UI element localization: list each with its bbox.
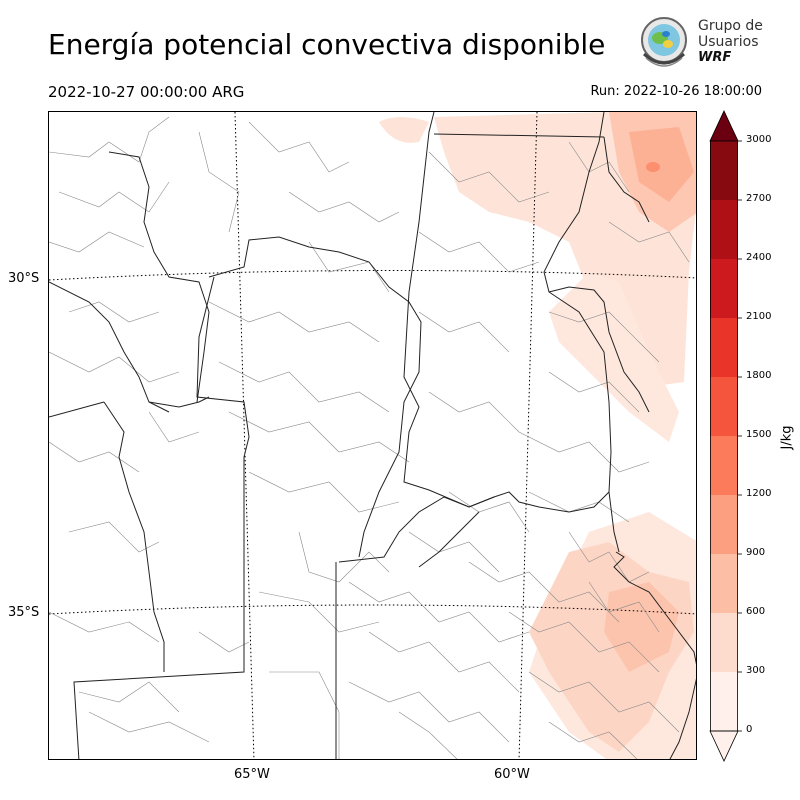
lat-label-35s: 35°S: [8, 605, 40, 620]
colorbar-band: [710, 436, 738, 495]
boundary-segment: [608, 491, 620, 553]
lon-label-60w: 60°W: [494, 767, 530, 782]
map-area: [48, 111, 697, 760]
logo-line-3: WRF: [698, 50, 732, 65]
colorbar-tick-label: 900: [746, 547, 766, 558]
boundary-segment: [49, 401, 105, 418]
colorbar-tick-label: 2700: [746, 193, 772, 204]
colorbar-extend-max: [709, 110, 739, 142]
globe-seal-icon: [641, 17, 687, 67]
colorbar-band: [710, 613, 738, 672]
colorbar-band: [710, 377, 738, 436]
boundary-entre-rios: [548, 286, 650, 413]
logo-line-2: Usuarios: [698, 34, 759, 50]
colorbar-tick-label: 2400: [746, 252, 772, 263]
colorbar-tick-label: 3000: [746, 134, 772, 145]
colorbar-tick-label: 600: [746, 606, 766, 617]
coast-atlantic: [669, 678, 696, 759]
lat-line-30s: [49, 269, 696, 281]
coast-rio-de-la-plata: [613, 551, 696, 665]
boundary-santa-fe: [403, 112, 612, 513]
colorbar-frame: [710, 140, 739, 732]
lon-line-65w: [234, 112, 255, 759]
colorbar-band: [710, 259, 738, 318]
colorbar-tick-label: 1500: [746, 429, 772, 440]
logo-line-1: Grupo de: [698, 18, 763, 34]
map-canvas: [49, 112, 696, 759]
boundary-corrientes: [603, 136, 650, 223]
cape-area: [604, 582, 679, 672]
boundary-san-juan-mendoza: [103, 401, 165, 672]
colorbar-band: [710, 141, 738, 200]
boundary-buenos-aires-north: [338, 496, 495, 563]
lat-label-30s: 30°S: [8, 271, 40, 286]
valid-time: 2022-10-27 00:00:00 ARG: [48, 83, 245, 101]
province-boundaries: [49, 112, 696, 759]
colorbar-tick-label: 2100: [746, 311, 772, 322]
cape-area: [549, 272, 679, 442]
cape-area: [379, 117, 429, 143]
boundary-san-luis: [73, 276, 250, 759]
logo: Grupo de Usuarios WRF: [638, 14, 763, 74]
lat-line-35s: [49, 604, 696, 615]
colorbar-extend-min: [709, 730, 739, 762]
colorbar-tick-label: 0: [746, 724, 753, 735]
boundary-segment: [148, 396, 210, 408]
run-time: Run: 2022-10-26 18:00:00: [590, 84, 762, 99]
colorbar-tick-label: 300: [746, 665, 766, 676]
cape-area: [646, 162, 660, 172]
boundary-chaco: [433, 133, 605, 138]
boundary-cordoba: [208, 236, 422, 558]
colorbar-band: [710, 200, 738, 259]
colorbar-band: [710, 495, 738, 554]
boundary-catamarca: [108, 151, 210, 403]
cape-area: [629, 127, 694, 202]
colorbar-tick-label: 1800: [746, 370, 772, 381]
colorbar-tick-label: 1200: [746, 488, 772, 499]
colorbar-unit: J/kg: [779, 425, 795, 450]
boundary-segment: [418, 511, 480, 568]
cape-shading: [379, 112, 696, 759]
department-boundaries: [49, 116, 690, 759]
colorbar: [709, 110, 742, 762]
chart-title: Energía potencial convectiva disponible: [48, 28, 606, 61]
colorbar-band: [710, 672, 738, 731]
lon-label-65w: 65°W: [234, 767, 270, 782]
colorbar-band: [710, 318, 738, 377]
boundary-la-rioja: [49, 281, 170, 413]
colorbar-band: [710, 554, 738, 613]
